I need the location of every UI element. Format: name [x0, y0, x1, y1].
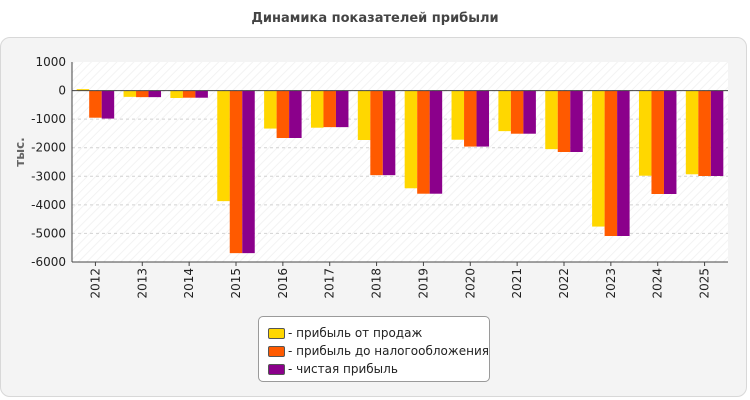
bar-2019-s0: [404, 90, 418, 189]
bar-2012-s0: [76, 89, 90, 91]
y-tick-label: 1000: [35, 55, 66, 69]
bar-2015-s1: [229, 90, 243, 254]
legend-label-sales-profit: - прибыль от продаж: [288, 326, 423, 340]
bar-2019-s1: [417, 90, 430, 194]
bar-2014-s0: [170, 90, 183, 98]
bar-2017-s2: [335, 90, 349, 128]
y-tick-label: -2000: [31, 141, 66, 155]
x-tick-label-2023: 2023: [604, 268, 618, 299]
y-tick-label: -5000: [31, 226, 66, 240]
x-tick-label-2012: 2012: [88, 268, 102, 299]
legend-item-pretax-profit: - прибыль до налогообложения: [268, 342, 489, 360]
x-tick-labels: 2012 2013 2014 2015 2016 2017 2018 2019 2020 2021…: [88, 262, 712, 299]
x-tick-label-2024: 2024: [651, 268, 665, 299]
bar-2022-s2: [570, 90, 583, 152]
legend: - прибыль от продаж - прибыль до налогоо…: [258, 316, 490, 382]
y-tick-label: -3000: [31, 169, 66, 183]
bar-2017-s0: [310, 90, 324, 128]
bar-2012-s1: [89, 90, 102, 118]
x-tick-label-2015: 2015: [229, 268, 243, 299]
bar-2024-s2: [663, 90, 677, 194]
x-tick-label-2020: 2020: [463, 268, 477, 299]
y-tick-label: -4000: [31, 198, 66, 212]
bar-2025-s2: [710, 90, 724, 176]
bar-2023-s2: [617, 90, 630, 236]
bar-2016-s2: [289, 90, 302, 138]
bar-2024-s0: [638, 90, 652, 176]
bar-2019-s2: [429, 90, 443, 194]
y-tick-labels: 1000 0 -1000 -2000 -3000 -4000 -5000 -6000: [31, 55, 66, 269]
bar-2017-s1: [323, 90, 336, 128]
x-tick-label-2013: 2013: [135, 268, 149, 299]
bar-2018-s0: [357, 90, 371, 140]
chart-title: Динамика показателей прибыли: [251, 11, 499, 26]
legend-item-sales-profit: - прибыль от продаж: [268, 324, 489, 342]
bar-2018-s1: [370, 90, 383, 176]
bar-2015-s0: [217, 90, 230, 202]
bar-2016-s0: [264, 90, 277, 129]
bars: [76, 89, 724, 254]
bar-2025-s0: [685, 90, 699, 175]
bar-2021-s1: [510, 90, 524, 134]
y-tick-label: -6000: [31, 255, 66, 269]
legend-label-pretax-profit: - прибыль до налогообложения: [288, 344, 489, 358]
bar-2012-s2: [101, 90, 115, 119]
x-tick-label-2017: 2017: [323, 268, 337, 299]
y-tick-label: -1000: [31, 112, 66, 126]
x-tick-label-2016: 2016: [276, 268, 290, 299]
bar-2013-s2: [148, 90, 162, 98]
legend-label-net-profit: - чистая прибыль: [288, 362, 398, 376]
bar-2020-s0: [451, 90, 465, 140]
x-tick-label-2019: 2019: [416, 268, 430, 299]
bar-2025-s1: [698, 90, 711, 176]
bar-2021-s0: [498, 90, 511, 132]
legend-item-net-profit: - чистая прибыль: [268, 360, 489, 378]
bar-2022-s1: [557, 90, 571, 152]
x-tick-label-2021: 2021: [510, 268, 524, 299]
bar-2013-s0: [123, 90, 137, 97]
bar-2016-s1: [276, 90, 290, 138]
bar-2014-s1: [182, 90, 196, 98]
axes: [71, 62, 728, 263]
bar-2021-s2: [523, 90, 536, 134]
bar-2022-s0: [545, 90, 558, 150]
x-tick-label-2014: 2014: [182, 268, 196, 299]
x-tick-label-2025: 2025: [698, 268, 712, 299]
y-tick-label: 0: [58, 84, 66, 98]
bar-2020-s2: [476, 90, 490, 147]
bar-2024-s1: [651, 90, 664, 194]
legend-swatch-sales-profit: [268, 327, 285, 339]
bar-2014-s2: [195, 90, 208, 98]
legend-swatch-net-profit: [268, 363, 285, 375]
x-tick-label-2022: 2022: [557, 268, 571, 299]
legend-swatch-pretax-profit: [268, 345, 285, 357]
bar-2023-s0: [592, 90, 605, 227]
bar-2013-s1: [136, 90, 149, 98]
bar-2018-s2: [382, 90, 396, 176]
y-axis-label: тыс.: [13, 137, 27, 166]
x-tick-label-2018: 2018: [370, 268, 384, 299]
bar-2020-s1: [464, 90, 477, 147]
bar-2023-s1: [604, 90, 618, 236]
bar-2015-s2: [242, 90, 255, 254]
